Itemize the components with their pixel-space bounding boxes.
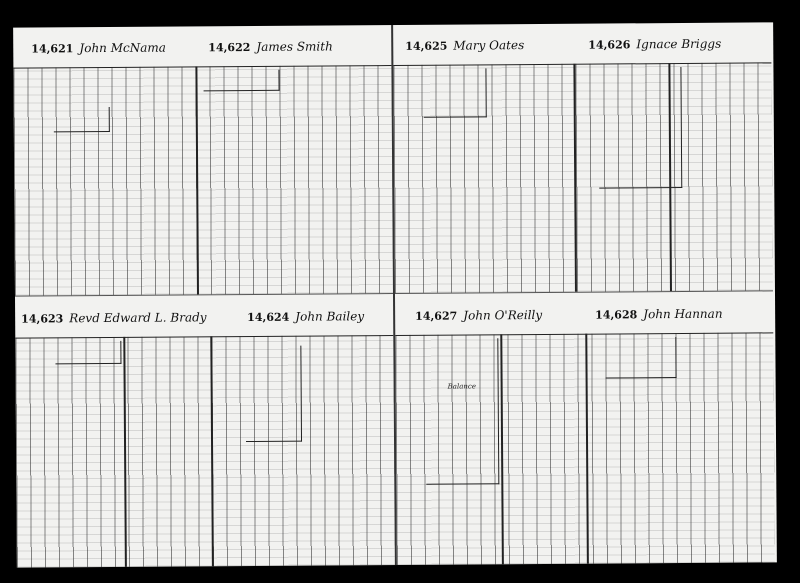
ledger-scan: 14,621 John McNama 14,622 James Smith 14… [13, 22, 777, 568]
entry-total-box [245, 345, 303, 443]
account-name: Ignace Briggs [636, 36, 722, 52]
account-header: 14,623 Revd Edward L. Brady [21, 310, 206, 325]
entry-total-box [425, 338, 500, 485]
account-name: Mary Oates [453, 38, 525, 53]
ledger-section: 14,623 Revd Edward L. Brady 14,624 John … [15, 295, 395, 568]
ledger-section: 14,627 John O'Reilly Balance 14,628 John… [395, 292, 775, 565]
account-header: 14,624 John Bailey [247, 309, 364, 324]
account-name: Revd Edward L. Brady [69, 310, 207, 326]
account-number: 14,625 [405, 39, 448, 53]
account-name: John Bailey [295, 309, 365, 324]
account-number: 14,622 [208, 41, 251, 55]
ledger-section: 14,625 Mary Oates 14,626 Ignace Briggs [393, 22, 773, 295]
entry-total-box [605, 337, 677, 379]
ledger-page-right: 14,625 Mary Oates 14,626 Ignace Briggs 1… [393, 22, 775, 565]
account-number: 14,628 [595, 308, 638, 322]
account-header: 14,621 John McNama [31, 41, 166, 56]
account-number: 14,621 [31, 42, 74, 56]
entry-total-box [423, 68, 487, 118]
account-header: 14,625 Mary Oates [405, 38, 524, 53]
account-header: 14,628 John Hannan [595, 307, 722, 322]
account-name: John O'Reilly [463, 307, 543, 323]
account-header: 14,626 Ignace Briggs [588, 37, 721, 52]
entry-total-box [203, 69, 280, 92]
account-header: 14,627 John O'Reilly [415, 308, 542, 323]
ledger-grid [13, 65, 393, 296]
account-number: 14,627 [415, 309, 458, 323]
entry-total-box [53, 106, 110, 133]
entry-total-box [598, 66, 683, 189]
ledger-section: 14,621 John McNama 14,622 James Smith [13, 25, 393, 297]
account-name: John Hannan [643, 306, 723, 322]
account-number: 14,623 [21, 312, 64, 326]
account-header: 14,622 James Smith [208, 39, 333, 54]
ledger-grid [15, 335, 395, 568]
ledger-page-left: 14,621 John McNama 14,622 James Smith 14… [13, 25, 397, 568]
account-number: 14,624 [247, 310, 290, 325]
account-name: John McNama [79, 40, 166, 56]
entry-total-box [55, 340, 122, 365]
account-number: 14,626 [588, 38, 631, 52]
account-name: James Smith [256, 39, 333, 54]
